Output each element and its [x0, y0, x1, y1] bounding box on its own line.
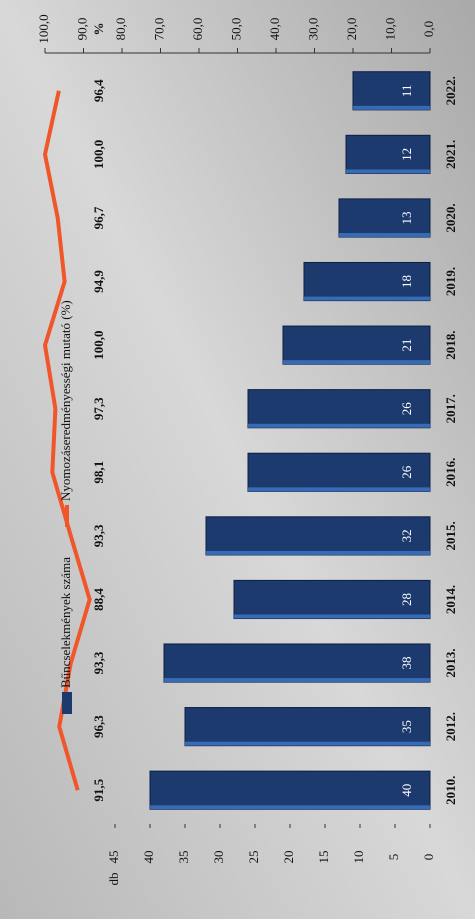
y-tick-label: 35	[176, 851, 191, 864]
bar-value-label: 21	[399, 339, 414, 352]
legend-label: Nyomozáseredményességi mutató (%)	[58, 300, 73, 501]
line-value-label: 93,3	[91, 651, 106, 674]
y-tick-label: 0	[421, 854, 436, 861]
line-value-label: 88,4	[91, 588, 106, 611]
y-axis-label: db	[106, 873, 121, 886]
bar-highlight	[339, 233, 430, 238]
line	[42, 90, 92, 791]
y-tick-label: 30	[211, 851, 226, 864]
x-tick-label: 2015.	[443, 521, 458, 550]
bar-value-label: 38	[399, 657, 414, 670]
y2-tick-label: 100,0	[36, 14, 51, 43]
bar-highlight	[353, 105, 430, 110]
x-tick-label: 2021.	[443, 140, 458, 169]
x-tick-label: 2020.	[443, 203, 458, 232]
bar-highlight	[150, 805, 430, 810]
bar-value-label: 11	[399, 85, 414, 98]
y-tick-label: 15	[316, 851, 331, 864]
bar	[184, 707, 431, 747]
y2-tick-label: 40,0	[267, 18, 282, 41]
y2-tick-label: 20,0	[344, 18, 359, 41]
y-tick-label: 20	[281, 851, 296, 864]
bar-value-label: 26	[399, 402, 414, 416]
bar	[163, 643, 431, 683]
y2-axis-label: %	[91, 23, 106, 36]
bar	[352, 71, 431, 111]
x-tick-label: 2022.	[443, 76, 458, 105]
bar-value-label: 32	[399, 529, 414, 542]
x-tick-label: 2012.	[443, 712, 458, 741]
bar-value-label: 35	[399, 720, 414, 733]
x-tick-label: 2013.	[443, 648, 458, 677]
bar-value-label: 13	[399, 211, 414, 224]
y-tick-label: 5	[386, 854, 401, 861]
bar-highlight	[304, 296, 430, 301]
y-tick-label: 25	[246, 851, 261, 864]
bar-highlight	[206, 550, 430, 555]
y2-tick-label: 30,0	[305, 18, 320, 41]
y2-tick-label: 90,0	[74, 18, 89, 41]
bar-value-label: 26	[399, 465, 414, 479]
bar	[205, 516, 431, 556]
bar-highlight	[234, 614, 430, 619]
line-value-label: 98,1	[91, 461, 106, 484]
line-value-label: 96,7	[91, 206, 106, 229]
bar-value-label: 18	[399, 275, 414, 288]
bar-highlight	[346, 169, 430, 174]
y2-tick-label: 60,0	[190, 18, 205, 41]
bar-highlight	[283, 360, 430, 365]
x-tick-label: 2016.	[443, 458, 458, 487]
y-tick-label: 40	[141, 851, 156, 864]
line-value-label: 100,0	[91, 331, 106, 360]
y2-tick-label: 0,0	[421, 21, 436, 37]
line-value-label: 100,0	[91, 140, 106, 169]
y-tick-label: 45	[106, 851, 121, 864]
line-value-label: 96,3	[91, 715, 106, 738]
bar-highlight	[248, 487, 430, 492]
bar-highlight	[185, 741, 430, 746]
y2-tick-label: 70,0	[151, 18, 166, 41]
bar-highlight	[164, 678, 430, 683]
bar-highlight	[248, 423, 430, 428]
y2-tick-label: 80,0	[113, 18, 128, 41]
line-value-label: 93,3	[91, 524, 106, 547]
line-value-label: 96,4	[91, 79, 106, 102]
bar-value-label: 40	[399, 784, 414, 797]
y-tick-label: 10	[351, 851, 366, 864]
bar-value-label: 12	[399, 148, 414, 161]
line-value-label: 91,5	[91, 778, 106, 801]
bar	[149, 770, 431, 810]
x-tick-label: 2019.	[443, 267, 458, 296]
x-tick-label: 2014.	[443, 585, 458, 614]
y2-tick-label: 50,0	[228, 18, 243, 41]
legend-swatch	[62, 692, 72, 714]
bar-value-label: 28	[399, 593, 414, 606]
bar	[345, 134, 431, 174]
x-tick-label: 2018.	[443, 331, 458, 360]
x-tick-label: 2017.	[443, 394, 458, 423]
y2-tick-label: 10,0	[382, 18, 397, 41]
legend-label: Bűncselekmények száma	[58, 557, 73, 688]
line-value-label: 94,9	[91, 270, 106, 293]
bar	[338, 198, 431, 238]
x-tick-label: 2010.	[443, 776, 458, 805]
line-value-label: 97,3	[91, 397, 106, 420]
